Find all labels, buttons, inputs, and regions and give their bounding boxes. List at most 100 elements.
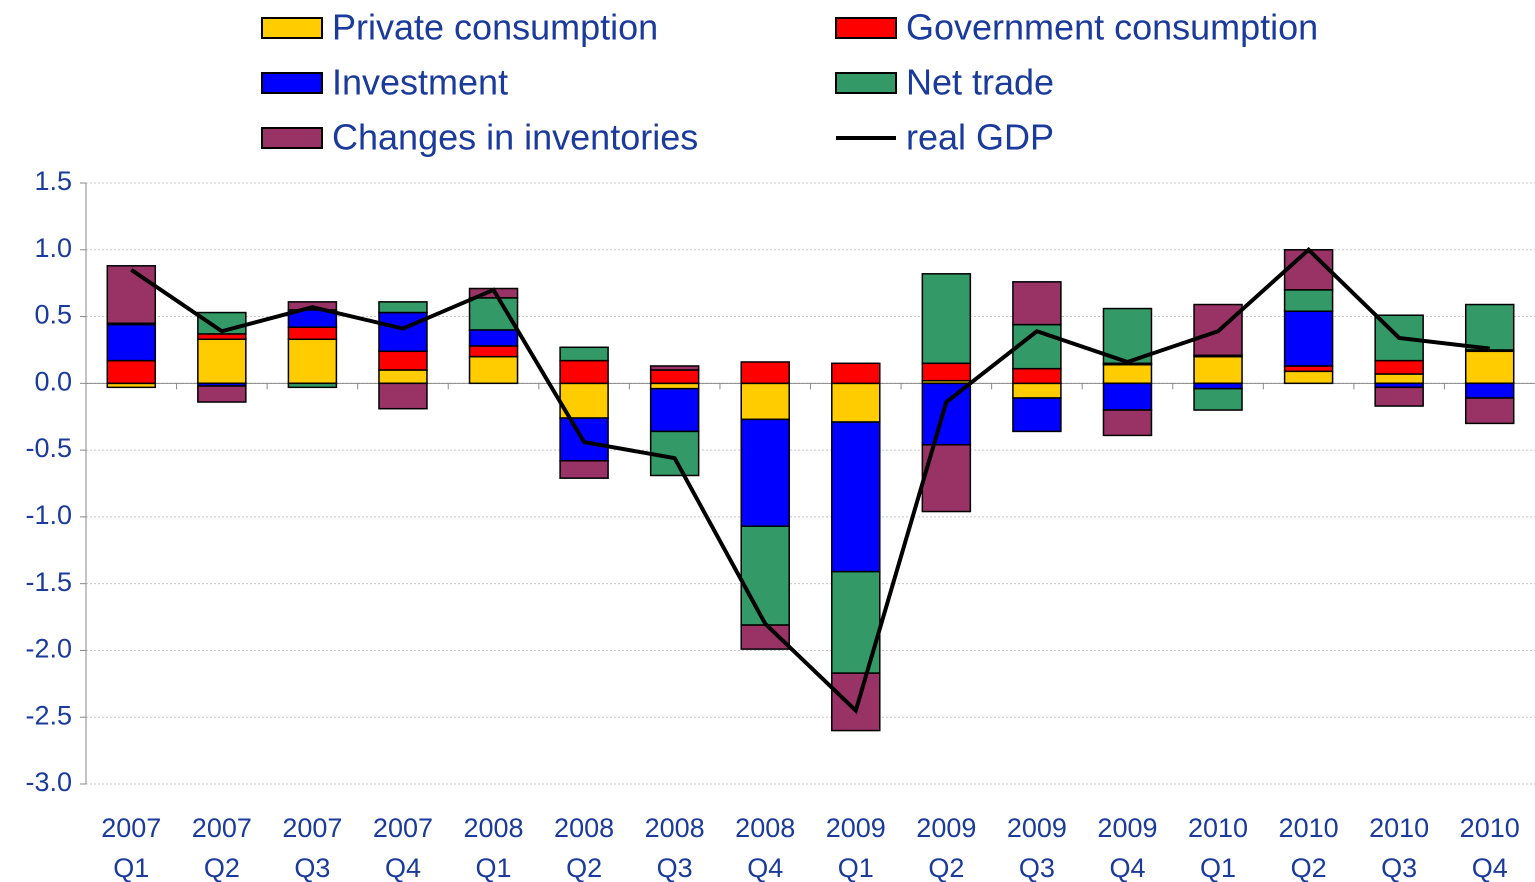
x-tick-label: 2007 bbox=[192, 813, 252, 843]
bar bbox=[1464, 303, 1515, 351]
x-tick-label: 2008 bbox=[463, 813, 523, 843]
bar bbox=[287, 382, 338, 389]
x-tick-label: Q1 bbox=[476, 853, 512, 882]
bar bbox=[1374, 386, 1424, 407]
bar bbox=[740, 525, 790, 626]
bar bbox=[649, 382, 700, 390]
bar bbox=[649, 365, 700, 371]
x-tick-label: Q2 bbox=[204, 853, 240, 882]
bar bbox=[1102, 409, 1153, 437]
x-tick-label: Q4 bbox=[1472, 853, 1508, 882]
x-tick-label: Q4 bbox=[747, 853, 783, 882]
x-tick-label: Q2 bbox=[928, 853, 964, 882]
legend-swatch bbox=[261, 72, 323, 94]
y-tick-label: 1.0 bbox=[34, 233, 72, 263]
bar bbox=[921, 362, 972, 382]
bar bbox=[921, 273, 972, 365]
bar bbox=[197, 385, 247, 403]
x-tick-label: 2008 bbox=[645, 813, 705, 843]
x-tick-label: 2008 bbox=[735, 813, 795, 843]
bar bbox=[1283, 365, 1334, 373]
bar bbox=[378, 301, 428, 314]
x-tick-label: Q3 bbox=[294, 853, 330, 882]
bar bbox=[831, 672, 881, 732]
bar bbox=[1283, 289, 1334, 312]
bar bbox=[831, 421, 881, 573]
x-tick-label: 2009 bbox=[1097, 813, 1157, 843]
bar bbox=[378, 382, 428, 410]
bar bbox=[287, 326, 338, 341]
legend-swatch bbox=[261, 127, 323, 149]
bar bbox=[921, 382, 972, 446]
bar bbox=[831, 382, 881, 423]
bar bbox=[649, 387, 700, 433]
bar bbox=[197, 338, 247, 385]
x-tick-label: 2010 bbox=[1369, 813, 1429, 843]
legend-swatch bbox=[835, 72, 897, 94]
x-tick-label: 2010 bbox=[1279, 813, 1339, 843]
x-tick-label: 2007 bbox=[101, 813, 161, 843]
bar bbox=[1464, 397, 1515, 425]
bar bbox=[1464, 350, 1515, 385]
bar bbox=[378, 350, 428, 371]
bar bbox=[468, 355, 519, 385]
bar bbox=[1102, 382, 1153, 411]
x-tick-label: 2009 bbox=[916, 813, 976, 843]
x-tick-label: 2009 bbox=[826, 813, 886, 843]
y-tick-label: 0.5 bbox=[34, 300, 72, 330]
x-tick-label: 2010 bbox=[1188, 813, 1248, 843]
x-tick-label: Q3 bbox=[657, 853, 693, 882]
bar bbox=[468, 297, 519, 331]
bar bbox=[740, 382, 790, 421]
bar bbox=[1283, 310, 1334, 367]
legend-label: Net trade bbox=[906, 62, 1054, 103]
x-tick-label: Q4 bbox=[1109, 853, 1145, 882]
bar bbox=[106, 359, 157, 385]
bar bbox=[831, 362, 881, 385]
bar bbox=[649, 369, 700, 385]
y-tick-label: 1.5 bbox=[34, 166, 72, 196]
x-tick-label: 2007 bbox=[373, 813, 433, 843]
bar bbox=[1283, 370, 1334, 385]
y-tick-label: -3.0 bbox=[25, 767, 72, 797]
legend-swatch bbox=[835, 17, 897, 39]
bar bbox=[559, 460, 609, 479]
x-tick-label: Q1 bbox=[838, 853, 874, 882]
legend-label: real GDP bbox=[906, 117, 1054, 158]
x-tick-label: Q2 bbox=[566, 853, 602, 882]
x-tick-label: Q3 bbox=[1019, 853, 1055, 882]
bar bbox=[1374, 373, 1424, 385]
legend-label: Government consumption bbox=[906, 7, 1318, 48]
bar bbox=[1102, 307, 1153, 365]
y-tick-label: -0.5 bbox=[25, 433, 72, 463]
x-tick-label: 2009 bbox=[1007, 813, 1067, 843]
bar bbox=[197, 333, 247, 341]
x-tick-label: Q1 bbox=[113, 853, 149, 882]
bar bbox=[559, 359, 609, 385]
x-tick-label: Q2 bbox=[1291, 853, 1327, 882]
legend-label: Changes in inventories bbox=[332, 117, 698, 158]
bar bbox=[1464, 382, 1515, 399]
y-tick-label: 0.0 bbox=[34, 366, 72, 396]
bar bbox=[1193, 355, 1243, 385]
bar bbox=[378, 369, 428, 385]
bar bbox=[740, 418, 790, 527]
x-tick-label: 2010 bbox=[1460, 813, 1520, 843]
bar bbox=[1283, 249, 1334, 291]
bar bbox=[106, 323, 157, 362]
bar bbox=[740, 361, 790, 385]
y-tick-label: -1.5 bbox=[25, 567, 72, 597]
x-tick-label: Q3 bbox=[1381, 853, 1417, 882]
bar bbox=[287, 338, 338, 385]
legend-label: Investment bbox=[332, 62, 508, 103]
y-tick-label: -1.0 bbox=[25, 500, 72, 530]
bar bbox=[1012, 367, 1062, 385]
bar bbox=[106, 265, 157, 324]
bar bbox=[1012, 382, 1062, 399]
x-tick-label: 2007 bbox=[282, 813, 342, 843]
legend-swatch bbox=[261, 17, 323, 39]
bar bbox=[468, 329, 519, 347]
bar bbox=[1012, 397, 1062, 433]
